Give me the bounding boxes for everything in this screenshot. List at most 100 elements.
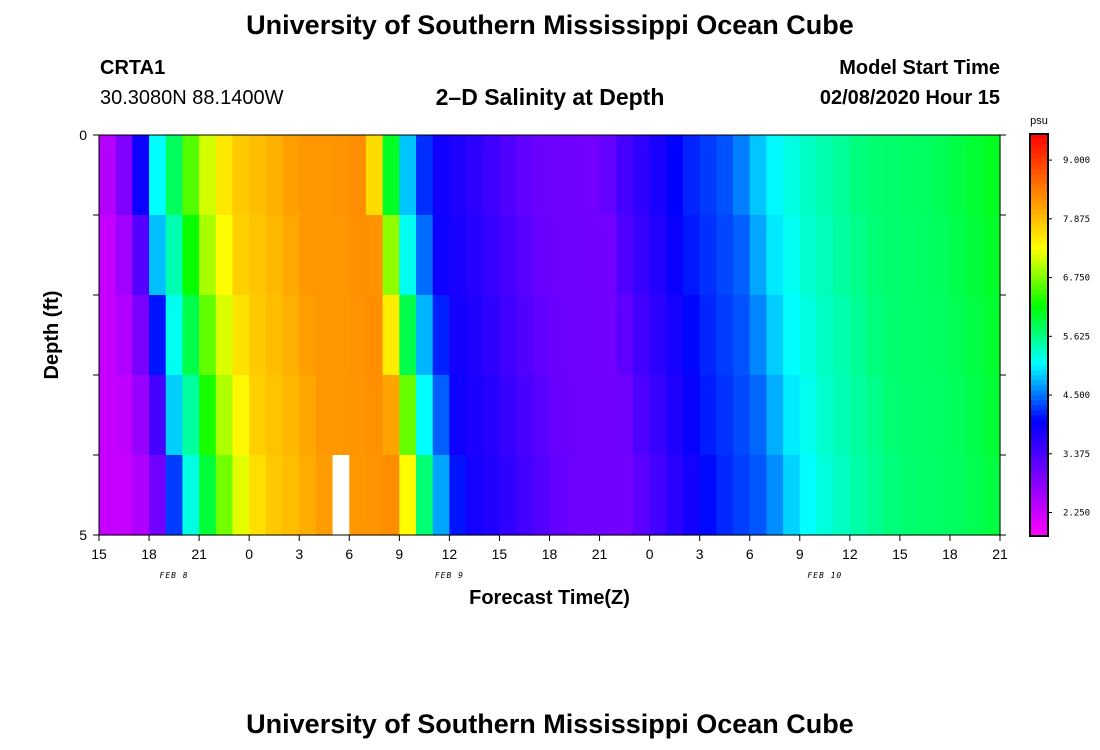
heatmap-cell (115, 135, 133, 216)
heatmap-cell (699, 375, 717, 456)
colorbar-segment (1030, 184, 1048, 190)
heatmap-cell (432, 375, 450, 456)
colorbar-tick-label: 5.625 (1063, 332, 1090, 342)
heatmap-cell (682, 375, 701, 456)
heatmap-cell (532, 135, 551, 216)
heatmap-cell (632, 215, 651, 296)
colorbar-segment (1030, 174, 1048, 180)
x-tick-label: 3 (295, 546, 303, 562)
heatmap-cell (616, 455, 634, 536)
heatmap-cell (332, 135, 350, 216)
heatmap-cell (983, 215, 1001, 296)
heatmap-cell (132, 455, 150, 536)
heatmap-cell (599, 455, 617, 536)
heatmap-cell (833, 375, 851, 456)
heatmap-cell (833, 215, 851, 296)
heatmap-cell (816, 375, 834, 456)
heatmap-cell (249, 215, 267, 296)
heatmap-cell (399, 455, 417, 536)
colorbar-segment (1030, 259, 1048, 266)
heatmap-cell (365, 455, 384, 536)
heatmap-cell (566, 215, 584, 296)
heatmap-cell (349, 375, 367, 456)
heatmap-cell (783, 455, 801, 536)
heatmap-cell (449, 215, 467, 296)
colorbar-tick-label: 3.375 (1063, 450, 1090, 460)
colorbar-segment (1030, 244, 1048, 251)
heatmap-cell (382, 135, 400, 216)
heatmap-cell (632, 135, 651, 216)
colorbar-segment (1030, 355, 1048, 361)
heatmap-cell (783, 215, 801, 296)
heatmap-cell (182, 215, 200, 296)
colorbar-segment (1030, 415, 1048, 422)
colorbar-segment (1030, 410, 1048, 416)
heatmap-cell (349, 295, 367, 376)
heatmap-cell (182, 295, 200, 376)
heatmap-cell (232, 215, 250, 296)
heatmap-cell (466, 375, 484, 456)
heatmap-cell (566, 375, 584, 456)
x-tick-label: 21 (191, 546, 207, 562)
colorbar-segment (1030, 455, 1048, 462)
colorbar-segment (1030, 495, 1048, 502)
heatmap-cell (332, 215, 350, 296)
heatmap-cell (666, 215, 684, 296)
heatmap-cell (315, 455, 334, 536)
heatmap-cell (349, 455, 367, 536)
heatmap-cell (232, 455, 250, 536)
heatmap-cell (399, 135, 417, 216)
heatmap-cell (182, 455, 200, 536)
heatmap-cell (766, 215, 784, 296)
heatmap-cell (265, 215, 284, 296)
heatmap-cell (149, 135, 167, 216)
heatmap-cell (566, 295, 584, 376)
x-tick-label: 6 (746, 546, 754, 562)
heatmap-cell (766, 375, 784, 456)
heatmap-cell (315, 295, 334, 376)
heatmap-cell (866, 375, 884, 456)
heatmap-cell (616, 375, 634, 456)
heatmap-cell (516, 295, 534, 376)
colorbar-segment (1030, 500, 1048, 507)
heatmap-cell (265, 135, 284, 216)
colorbar-segment (1030, 204, 1048, 210)
heatmap-cell (315, 215, 334, 296)
colorbar-segment (1030, 435, 1048, 442)
colorbar-segment (1030, 385, 1048, 391)
heatmap-cell (182, 135, 200, 216)
x-tick-label: 6 (345, 546, 353, 562)
heatmap-cell (299, 375, 317, 456)
heatmap-cell (799, 375, 818, 456)
heatmap-cell (315, 375, 334, 456)
colorbar-segment (1030, 299, 1048, 306)
heatmap-cell (132, 215, 150, 296)
x-tick-label: 15 (492, 546, 508, 562)
colorbar-segment (1030, 335, 1048, 341)
heatmap-cell (599, 135, 617, 216)
heatmap-cell (582, 135, 601, 216)
heatmap-cell (482, 295, 501, 376)
colorbar-segment (1030, 340, 1048, 346)
heatmap-cell (499, 455, 517, 536)
colorbar-segment (1030, 294, 1048, 301)
x-tick-label: 15 (892, 546, 908, 562)
heatmap-cell (99, 375, 117, 456)
model-start-value: 02/08/2020 Hour 15 (819, 87, 1000, 109)
colorbar-segment (1030, 370, 1048, 376)
heatmap-cell (99, 455, 117, 536)
colorbar-segment (1030, 485, 1048, 492)
x-axis-label: Forecast Time(Z) (469, 587, 630, 609)
colorbar-segment (1030, 440, 1048, 447)
colorbar-segment (1030, 314, 1048, 321)
heatmap-cell (749, 135, 768, 216)
heatmap-cell (499, 375, 517, 456)
colorbar-segment (1030, 284, 1048, 291)
colorbar: 9.000 7.875 6.750 5.625 4.500 3.375 2.250 psu (1029, 115, 1090, 537)
heatmap-cell (265, 295, 284, 376)
heatmap-cell (949, 455, 968, 536)
colorbar-segment (1030, 490, 1048, 497)
heatmap-cell (682, 455, 701, 536)
